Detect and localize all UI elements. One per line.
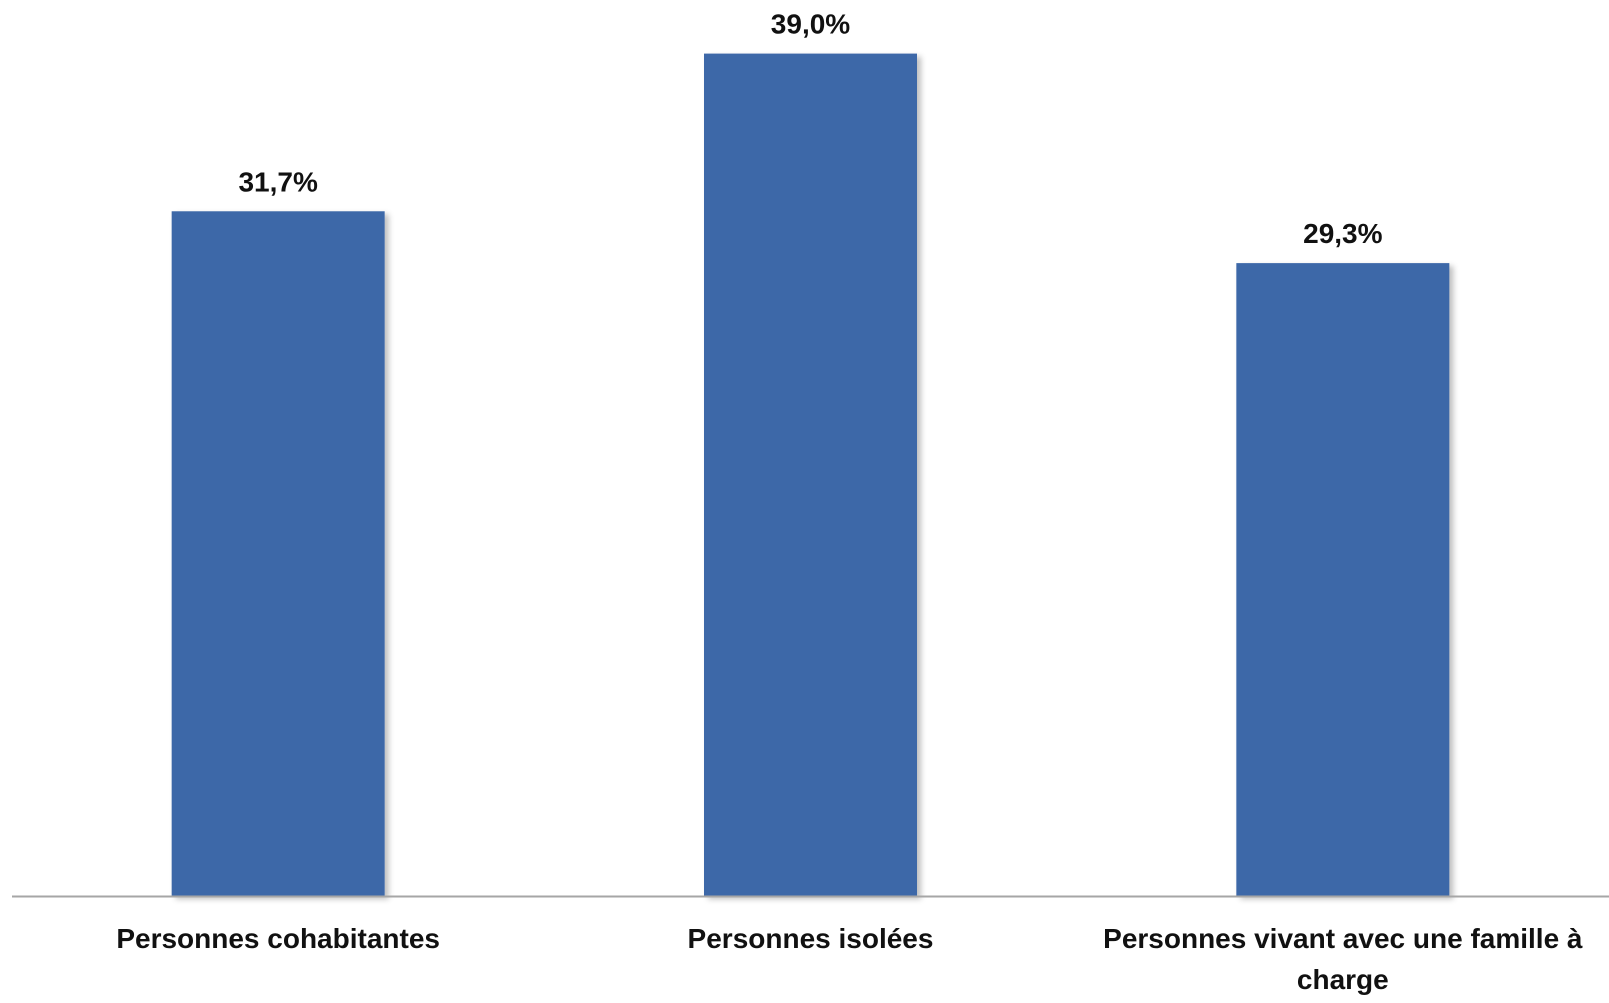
category-label-1: Personnes isolées: [688, 923, 934, 954]
category-label-2-line-0: Personnes vivant avec une famille à: [1103, 923, 1583, 954]
data-label-0: 31,7%: [238, 166, 317, 197]
bar-0: [171, 211, 385, 896]
bar-1: [704, 53, 917, 897]
labels-layer: 31,7% Personnes cohabitantes 39,0% Personne…: [116, 9, 1583, 995]
data-label-2: 29,3%: [1303, 218, 1382, 249]
data-label-1: 39,0%: [771, 9, 850, 40]
category-label-0: Personnes cohabitantes: [116, 923, 440, 954]
category-label-2-line-1: charge: [1297, 964, 1389, 995]
bar-2: [1236, 263, 1450, 896]
bars-layer: [171, 53, 1450, 897]
